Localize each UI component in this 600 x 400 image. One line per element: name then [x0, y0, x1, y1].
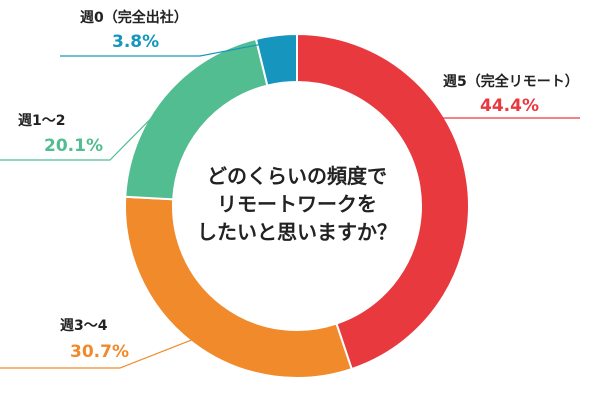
donut-slices	[124, 32, 470, 379]
slice-category-label-2: 週1〜2	[18, 113, 65, 129]
leader-line-1	[0, 337, 197, 369]
leader-lines	[0, 40, 580, 369]
slice-category-label-1: 週3〜4	[60, 318, 108, 334]
leader-line-2	[0, 99, 170, 161]
slice-value-label-2: 20.1%	[44, 136, 103, 156]
slice-value-label-1: 30.7%	[70, 342, 129, 362]
slice-category-label-0: 週5（完全リモート）	[443, 73, 579, 90]
donut-slice-3	[254, 32, 298, 87]
center-title-line-3: したいと思いますか？	[197, 220, 397, 244]
slice-category-label-3: 週0（完全出社）	[80, 9, 188, 26]
center-title-line-2: リモートワークを	[217, 192, 377, 216]
slice-value-label-3: 3.8%	[112, 32, 159, 52]
slice-labels: 週5（完全リモート） 44.4% 週3〜4 30.7% 週1〜2 20.1% 週0（完全出社…	[18, 9, 579, 362]
leader-line-0	[442, 117, 580, 180]
slice-value-label-0: 44.4%	[480, 96, 539, 116]
center-title-line-1: どのくらいの頻度で	[207, 164, 387, 188]
leader-line-3	[60, 40, 278, 57]
donut-slice-0	[296, 32, 470, 371]
